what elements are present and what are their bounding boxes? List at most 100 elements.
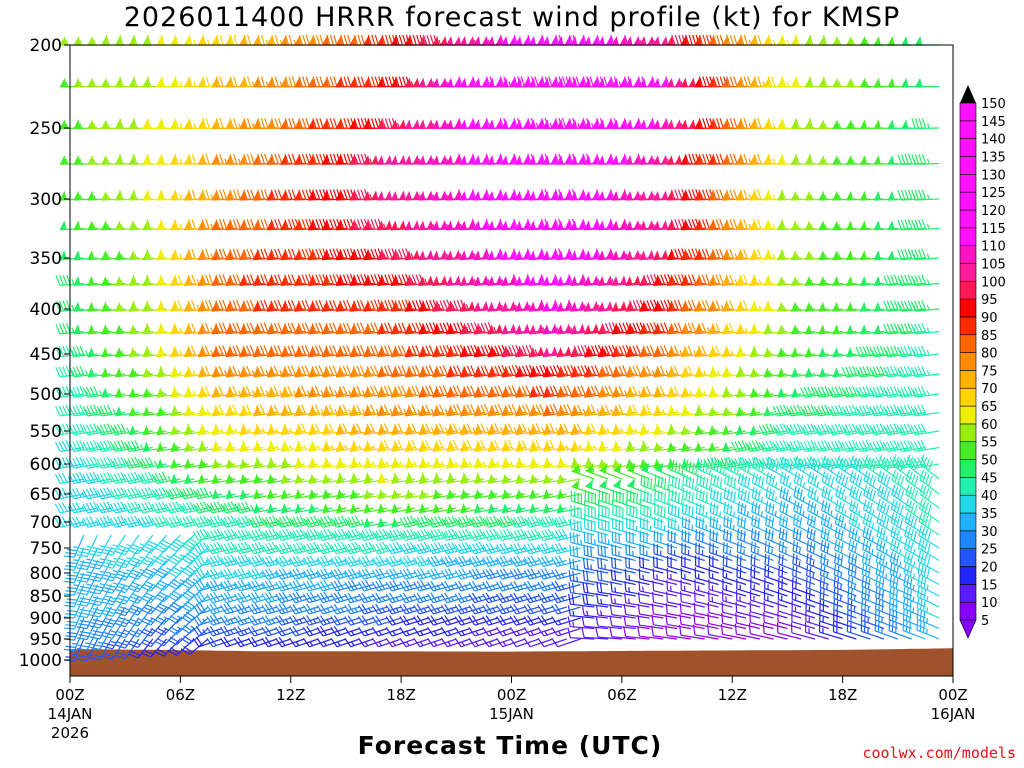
barb-flag	[61, 423, 68, 434]
barb-flag	[61, 502, 68, 512]
barb-flag	[59, 275, 64, 286]
barb-flag	[319, 189, 324, 200]
barb-flag	[274, 219, 279, 230]
terrain-area	[70, 648, 953, 676]
barb-flag	[402, 34, 407, 46]
barb-flag	[333, 76, 338, 87]
barb-flag	[343, 34, 348, 46]
barb-flag	[415, 299, 421, 311]
barb-flag	[357, 189, 362, 200]
barb-half-flag	[71, 279, 75, 285]
barb-pennant	[239, 488, 247, 499]
barb-pennant	[253, 503, 261, 513]
barb-flag	[208, 299, 214, 311]
barb-flag	[357, 76, 362, 87]
barb-flag	[373, 345, 379, 356]
barb-half-flag	[369, 193, 373, 200]
barb-flag	[332, 322, 338, 333]
barb-flag	[359, 345, 366, 356]
barb-flag	[247, 76, 252, 87]
barb-flag	[249, 322, 255, 333]
barb-flag	[329, 153, 334, 165]
barb-half-flag	[396, 122, 400, 129]
barb-flag	[233, 34, 238, 46]
wind-barb	[137, 471, 167, 485]
barb-flag	[371, 118, 376, 129]
barb-pennant	[377, 503, 385, 513]
barb-flag	[373, 322, 379, 333]
barb-pennant	[412, 77, 420, 87]
barb-pennant	[418, 119, 426, 129]
barb-flag	[260, 34, 266, 46]
barb-half-flag	[465, 304, 469, 310]
barb-flag	[63, 568, 75, 571]
barb-flag	[332, 248, 338, 259]
barb-flag	[246, 219, 252, 230]
barb-flag	[415, 345, 421, 356]
barb-flag	[246, 118, 252, 129]
barb-flag	[329, 189, 334, 200]
barb-flag	[54, 489, 61, 499]
barb-pennant	[390, 190, 398, 201]
barb-half-flag	[112, 408, 116, 415]
barb-pennant	[418, 77, 426, 87]
barb-flag	[343, 219, 348, 230]
barb-flag	[333, 118, 338, 129]
barb-flag	[66, 598, 78, 601]
barb-flag	[65, 565, 76, 568]
barb-flag	[291, 118, 297, 129]
barb-flag	[191, 153, 197, 165]
barb-flag	[63, 580, 75, 584]
barb-pennant	[156, 458, 164, 469]
barb-flag	[288, 76, 293, 87]
barb-flag	[191, 189, 197, 200]
barb-pennant	[170, 473, 178, 484]
barb-shaft	[73, 534, 85, 558]
barb-half-flag	[206, 409, 210, 415]
barb-flag	[301, 219, 307, 230]
barb-pennant	[426, 77, 434, 87]
barb-flag	[61, 487, 68, 498]
barb-flag	[305, 274, 310, 285]
barb-pennant	[59, 190, 67, 201]
barb-flag	[274, 34, 279, 46]
barb-pennant	[363, 503, 371, 513]
wind-barb	[68, 471, 98, 485]
barb-flag	[191, 219, 197, 230]
barb-half-flag	[210, 349, 214, 356]
barb-flag	[470, 322, 476, 333]
barb-flag	[62, 346, 68, 357]
barb-half-flag	[279, 370, 283, 376]
barb-pennant	[73, 36, 81, 45]
barb-flag	[387, 274, 393, 285]
barb-flag	[360, 322, 366, 333]
barb-half-flag	[265, 390, 269, 396]
barb-flag	[371, 34, 376, 46]
barb-pennant	[404, 119, 412, 129]
barb-flag	[319, 34, 324, 46]
barb-flag	[58, 323, 64, 334]
barb-half-flag	[85, 370, 89, 376]
barb-half-flag	[196, 304, 200, 311]
barb-flag	[388, 34, 393, 46]
barb-pennant	[404, 190, 412, 201]
wind-barb	[110, 440, 140, 453]
barb-flag	[291, 76, 297, 87]
barb-flag	[263, 274, 269, 285]
barb-flag	[388, 118, 393, 129]
barb-flag	[371, 76, 376, 87]
barb-half-flag	[167, 475, 172, 482]
barb-flag	[61, 472, 68, 483]
barb-flag	[401, 322, 407, 333]
barb-flag	[219, 118, 224, 129]
barb-flag	[385, 34, 390, 46]
barb-half-flag	[71, 390, 75, 396]
barb-flag	[346, 299, 352, 311]
barb-flag	[288, 153, 293, 165]
barb-flag	[222, 299, 228, 311]
barb-flag	[402, 76, 407, 87]
wind-barb	[54, 487, 84, 500]
barb-flag	[346, 345, 352, 356]
barb-flag	[63, 593, 75, 596]
wind-barb	[96, 440, 126, 453]
